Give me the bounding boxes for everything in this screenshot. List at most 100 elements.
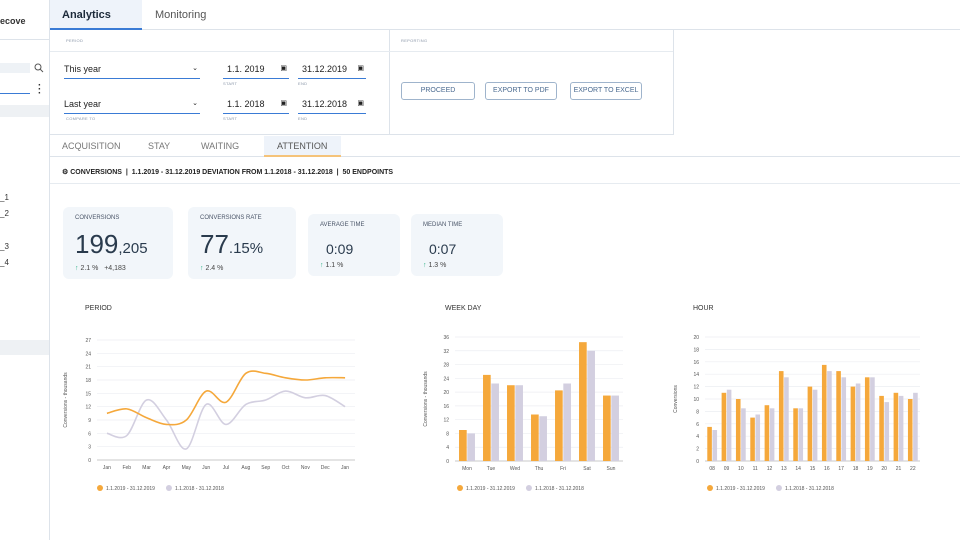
compare-select[interactable]: Last year ⌄ bbox=[64, 99, 200, 114]
x-tick-label: 15 bbox=[810, 466, 816, 472]
x-tick-label: 18 bbox=[853, 466, 859, 472]
x-tick-label: Feb bbox=[122, 465, 131, 471]
button[interactable]: EXPORT TO EXCEL bbox=[570, 82, 642, 100]
kpi-small: .15% bbox=[228, 240, 264, 257]
subtab[interactable]: ACQUISITION bbox=[62, 141, 121, 151]
x-tick-label: Wed bbox=[510, 466, 520, 472]
date-input[interactable]: 31.12.2019 ▣ bbox=[298, 64, 366, 79]
subtab[interactable]: STAY bbox=[148, 141, 171, 151]
legend-swatch bbox=[97, 485, 103, 491]
tab[interactable]: Monitoring bbox=[155, 9, 207, 21]
sidebar-item[interactable]: _4 bbox=[0, 258, 9, 267]
date-value: 1.1. 2019 bbox=[227, 64, 265, 74]
line bbox=[106, 370, 346, 426]
kpi-card: MEDIAN TIME 0:07 ↑ 1.3 % bbox=[411, 214, 503, 276]
select-value: Last year bbox=[64, 99, 102, 109]
x-tick-label: 11 bbox=[753, 466, 758, 472]
y-axis-label: Conversions bbox=[673, 385, 679, 413]
tab[interactable]: Analytics bbox=[62, 9, 111, 21]
icon bbox=[39, 68, 44, 73]
bar bbox=[913, 392, 918, 461]
date-input[interactable]: 1.1. 2019 ▣ bbox=[223, 64, 289, 79]
bar bbox=[884, 402, 890, 461]
search-box[interactable] bbox=[0, 63, 30, 73]
bar bbox=[827, 371, 832, 461]
x-tick-label: 16 bbox=[824, 466, 830, 472]
summary-range: 1.1.2019 - 31.12.2019 DEVIATION FROM 1.1… bbox=[131, 169, 333, 176]
legend-swatch bbox=[457, 485, 463, 491]
kpi-delta-value: 2.1 % bbox=[80, 265, 99, 272]
sidebar-item[interactable]: _3 bbox=[0, 242, 9, 251]
y-tick-label: 20 bbox=[693, 335, 699, 341]
hint: END bbox=[298, 81, 308, 86]
y-tick-label: 12 bbox=[693, 385, 699, 391]
x-tick-label: 21 bbox=[896, 466, 902, 472]
summary-endpoints: 50 ENDPOINTS bbox=[342, 169, 394, 176]
bar bbox=[707, 426, 712, 461]
chart: PERIOD Conversions - thousands 0 3 6 9 12 15 18 2… bbox=[63, 305, 355, 492]
y-tick-label: 0 bbox=[446, 459, 449, 465]
x-tick-label: Apr bbox=[163, 465, 171, 471]
button[interactable]: PROCEED bbox=[401, 82, 475, 100]
x-tick-label: Oct bbox=[282, 465, 290, 471]
kpi-big: 199 bbox=[75, 229, 119, 259]
kpi-delta: ↑ 1.3 % bbox=[423, 262, 447, 269]
x-tick-label: Thu bbox=[535, 466, 544, 472]
kpi-title: AVERAGE TIME bbox=[320, 222, 365, 228]
tab-active[interactable] bbox=[50, 0, 142, 30]
bar bbox=[603, 395, 611, 461]
bar bbox=[764, 405, 770, 461]
menu-dots[interactable]: · · · bbox=[38, 80, 42, 99]
search-icon[interactable] bbox=[34, 63, 44, 73]
kpi-delta-value: 1.1 % bbox=[325, 262, 344, 269]
summary-line: ⚙ CONVERSIONS | 1.1.2019 - 31.12.2019 DE… bbox=[62, 169, 394, 176]
bar bbox=[555, 390, 563, 461]
filter-divider bbox=[50, 51, 673, 52]
sidebar-item[interactable]: _1 bbox=[0, 193, 9, 202]
subtab[interactable]: WAITING bbox=[201, 141, 240, 151]
button[interactable]: EXPORT TO PDF bbox=[485, 82, 557, 100]
bar bbox=[769, 408, 775, 461]
bar bbox=[898, 395, 904, 461]
y-tick-label: 6 bbox=[88, 431, 91, 437]
kpi-title: CONVERSIONS bbox=[75, 215, 120, 221]
subtab[interactable]: ATTENTION bbox=[277, 141, 328, 151]
subtab-active[interactable] bbox=[264, 136, 341, 157]
period-select[interactable]: This year ⌄ bbox=[64, 64, 200, 79]
x-tick-label: Sun bbox=[607, 466, 616, 472]
x-tick-label: 09 bbox=[724, 466, 730, 472]
bar bbox=[807, 386, 813, 461]
sidebar-select[interactable] bbox=[0, 92, 30, 94]
y-tick-label: 32 bbox=[443, 349, 449, 355]
y-tick-label: 24 bbox=[85, 351, 91, 357]
legend-swatch bbox=[707, 485, 713, 491]
kpi-delta-value: 1.3 % bbox=[428, 262, 447, 269]
legend-swatch bbox=[165, 485, 172, 491]
x-tick-label: 12 bbox=[767, 466, 773, 472]
date-input[interactable]: 31.12.2018 ▣ bbox=[298, 99, 366, 114]
bar bbox=[735, 399, 741, 461]
kpi-delta: ↑ 2.4 % bbox=[200, 265, 224, 272]
y-tick-label: 0 bbox=[88, 458, 91, 464]
sidebar-item[interactable]: _2 bbox=[0, 209, 9, 218]
sidebar: ecove · · · _1 _2 _3 _4 bbox=[0, 0, 50, 540]
bar bbox=[611, 395, 619, 461]
y-tick-label: 2 bbox=[696, 447, 699, 453]
date-value: 31.12.2018 bbox=[302, 99, 348, 109]
hint: END bbox=[298, 116, 308, 121]
x-tick-label: Jan bbox=[341, 465, 349, 471]
y-axis-label: Conversions - thousands bbox=[63, 372, 69, 428]
bar bbox=[750, 417, 755, 461]
y-tick-label: 8 bbox=[696, 409, 699, 415]
y-tick-label: 21 bbox=[85, 365, 91, 371]
kpi-delta: ↑ 2.1 % +4,183 bbox=[75, 265, 126, 272]
hint: START bbox=[223, 81, 238, 86]
date-input[interactable]: 1.1. 2018 ▣ bbox=[223, 99, 289, 114]
y-tick-label: 14 bbox=[693, 372, 699, 378]
kpi-small: ,205 bbox=[118, 240, 148, 257]
bar bbox=[798, 408, 804, 461]
bar bbox=[864, 377, 870, 461]
legend-label: 1.1.2018 - 31.12.2018 bbox=[535, 486, 584, 492]
chart-title: PERIOD bbox=[85, 305, 112, 312]
kpi-card: CONVERSIONS RATE 77.15% ↑ 2.4 % bbox=[188, 207, 296, 279]
